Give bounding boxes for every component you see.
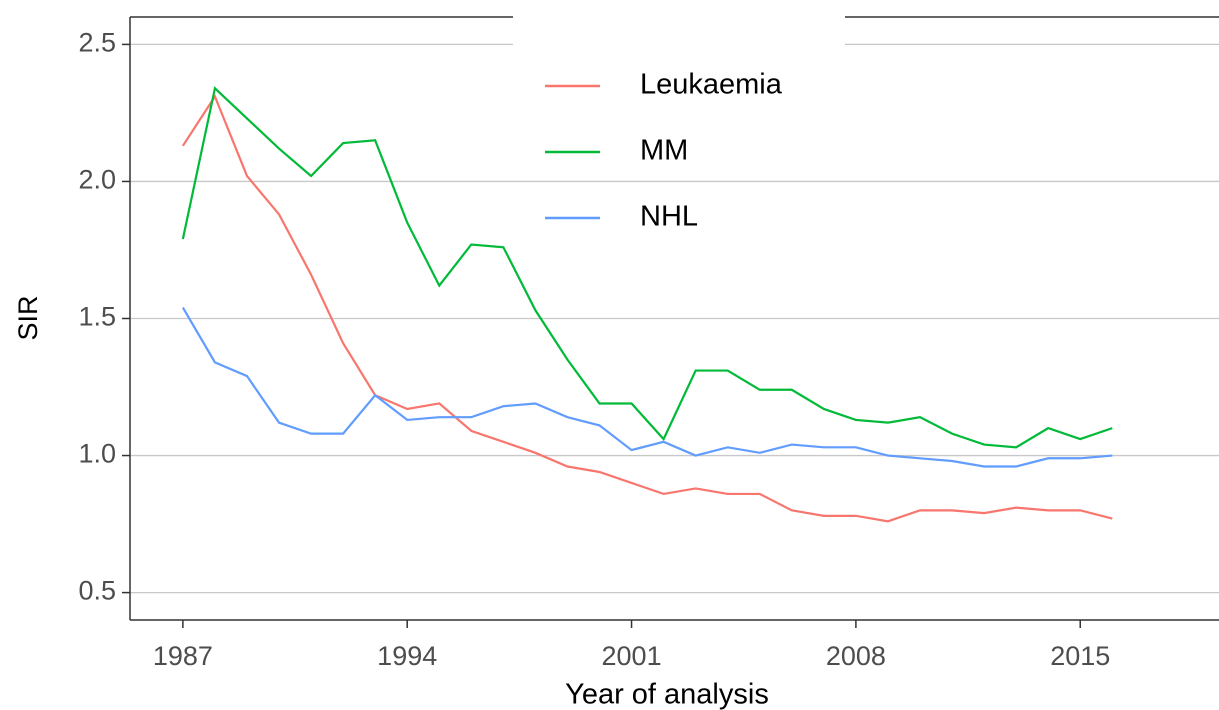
y-tick-label: 1.5 [78,302,116,332]
series-line [181,86,1113,449]
legend-label: Leukaemia [640,69,783,101]
y-tick-label: 1.0 [78,439,116,469]
y-tick-label: 2.5 [78,28,116,58]
y-axis-title: SIR [13,295,43,340]
y-tick-label: 2.0 [78,165,116,195]
legend-label: NHL [640,201,698,233]
y-tick-label: 0.5 [78,576,116,606]
x-tick-label: 2015 [1050,641,1110,671]
x-tick-label: 1994 [377,641,437,671]
series-line [181,306,1113,468]
legend-box [513,0,845,180]
legend-label: MM [640,135,688,167]
x-axis-title: Year of analysis [565,679,769,710]
x-tick-label: 2001 [602,641,662,671]
x-tick-label: 2008 [826,641,886,671]
x-tick-label: 1987 [153,641,213,671]
series-line [181,94,1113,523]
